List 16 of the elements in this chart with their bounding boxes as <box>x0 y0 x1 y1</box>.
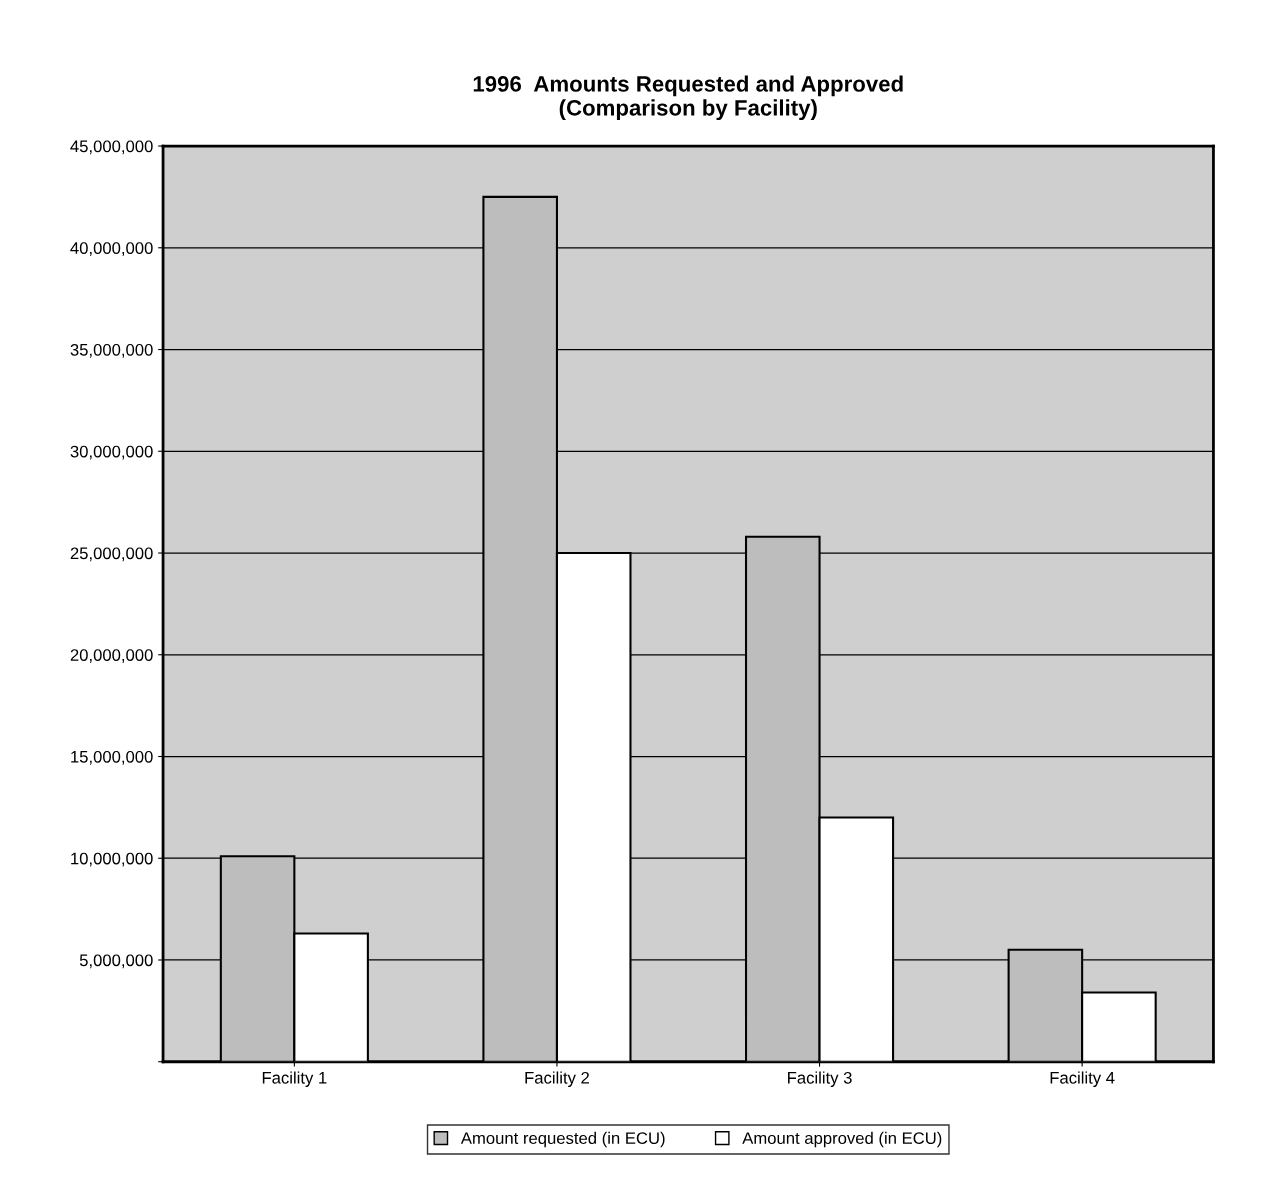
chart-title: 1996 Amounts Requested and Approved (Comparison by Facility) <box>473 75 903 121</box>
y-tick-label: 25,000,000 <box>70 547 153 562</box>
y-tick-label: 10,000,000 <box>71 852 153 867</box>
legend-label: Amount approved (in ECU) <box>742 1131 942 1148</box>
y-tick-label: 45,000,000 <box>70 140 153 155</box>
x-tick-label: Facility 4 <box>1050 1071 1115 1087</box>
x-tick-label: Facility 1 <box>262 1071 327 1087</box>
y-tick-label: 15,000,000 <box>71 750 153 765</box>
legend-label: Amount requested (in ECU) <box>460 1131 665 1148</box>
y-tick-label: 40,000,000 <box>70 242 153 256</box>
y-tick-label: 30,000,000 <box>70 445 153 460</box>
y-tick-label: 35,000,000 <box>70 343 153 358</box>
y-tick-label: 5,000,000 <box>79 954 153 969</box>
x-tick-label: Facility 3 <box>788 1071 852 1087</box>
y-tick-label: 20,000,000 <box>70 649 153 663</box>
x-tick-label: Facility 2 <box>525 1071 589 1087</box>
